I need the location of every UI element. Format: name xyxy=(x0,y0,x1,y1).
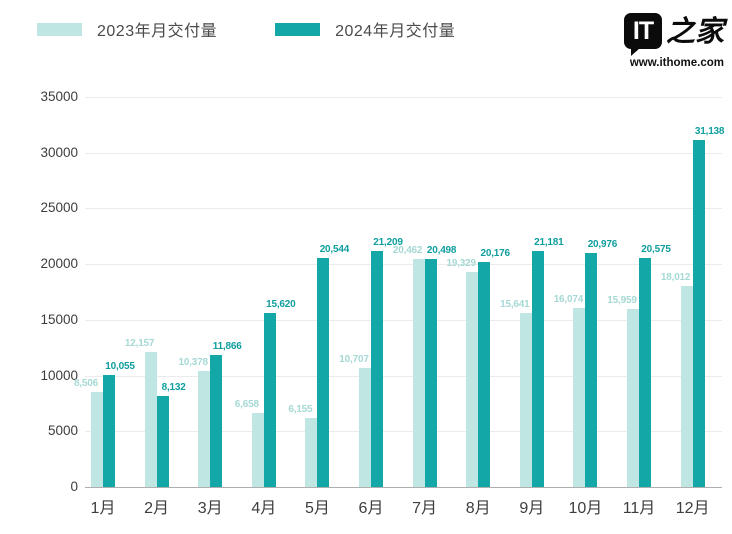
y-tick-label: 15000 xyxy=(40,311,78,327)
legend-label-2024: 2024年月交付量 xyxy=(335,23,456,40)
bar-2023年月交付量-11月 xyxy=(627,309,639,487)
bar-2024年月交付量-5月 xyxy=(317,258,330,487)
gridline xyxy=(85,375,722,377)
chart-legend: 2023年月交付量 2024年月交付量 xyxy=(37,16,455,42)
x-tick-label: 3月 xyxy=(197,500,223,517)
gridline xyxy=(85,431,722,433)
x-tick-label: 9月 xyxy=(519,500,545,517)
value-label-2023年月交付量-1月: 8,506 xyxy=(73,378,99,389)
value-label-2023年月交付量-12月: 18,012 xyxy=(660,272,691,283)
value-label-2023年月交付量-7月: 20,462 xyxy=(392,245,423,256)
y-tick-label: 30000 xyxy=(40,144,78,160)
bar-2024年月交付量-12月 xyxy=(692,140,705,487)
value-label-2024年月交付量-12月: 31,138 xyxy=(694,126,725,137)
y-tick-label: 35000 xyxy=(40,89,78,104)
value-label-2023年月交付量-5月: 6,155 xyxy=(288,404,313,415)
x-tick-label: 12月 xyxy=(675,500,710,517)
bar-2024年月交付量-10月 xyxy=(585,253,598,487)
bar-2023年月交付量-1月 xyxy=(91,392,103,487)
value-label-2024年月交付量-6月: 21,209 xyxy=(373,237,403,248)
bar-2023年月交付量-9月 xyxy=(519,313,532,487)
x-tick-label: 7月 xyxy=(412,500,438,517)
bar-2024年月交付量-2月 xyxy=(156,396,169,487)
legend-swatch-2023 xyxy=(37,22,82,36)
legend-item-2023: 2023年月交付量 xyxy=(37,16,217,42)
bar-2023年月交付量-12月 xyxy=(680,286,693,487)
gridline xyxy=(85,319,722,321)
bar-2024年月交付量-11月 xyxy=(639,258,651,487)
bar-2024年月交付量-8月 xyxy=(478,262,491,487)
x-tick-label: 11月 xyxy=(622,500,656,517)
legend-item-2024: 2024年月交付量 xyxy=(275,16,455,42)
legend-label-2023: 2023年月交付量 xyxy=(97,23,218,40)
value-label-2023年月交付量-4月: 6,658 xyxy=(234,399,259,410)
bar-2023年月交付量-8月 xyxy=(466,272,479,487)
value-label-2024年月交付量-3月: 11,866 xyxy=(212,341,242,352)
ithome-url-text: www.ithome.com xyxy=(629,57,724,69)
x-tick-label: 5月 xyxy=(304,500,330,517)
gridline xyxy=(85,208,722,210)
ithome-it-bubble-icon: IT xyxy=(624,13,662,56)
bar-2024年月交付量-6月 xyxy=(371,251,383,487)
bar-2024年月交付量-9月 xyxy=(531,251,544,487)
x-tick-label: 4月 xyxy=(251,500,277,517)
ithome-logo-mark: IT 之家 xyxy=(624,13,724,56)
value-label-2023年月交付量-8月: 19,329 xyxy=(446,258,476,269)
bar-2024年月交付量-4月 xyxy=(263,313,276,487)
bar-2024年月交付量-3月 xyxy=(210,355,223,487)
bar-2023年月交付量-2月 xyxy=(144,352,157,487)
bar-2024年月交付量-1月 xyxy=(103,375,115,487)
gridline xyxy=(85,97,722,98)
bar-2023年月交付量-10月 xyxy=(573,308,586,487)
y-tick-label: 0 xyxy=(70,479,78,494)
x-tick-label: 1月 xyxy=(90,500,116,517)
value-label-2023年月交付量-6月: 10,707 xyxy=(339,354,369,365)
bar-2023年月交付量-4月 xyxy=(251,413,264,487)
value-label-2024年月交付量-5月: 20,544 xyxy=(319,244,350,255)
gridline xyxy=(85,264,722,266)
x-tick-label: 8月 xyxy=(465,500,491,517)
value-label-2024年月交付量-10月: 20,976 xyxy=(587,239,618,250)
value-label-2023年月交付量-10月: 16,074 xyxy=(553,294,584,305)
y-tick-label: 5000 xyxy=(47,423,78,439)
ithome-zhijia-script: 之家 xyxy=(665,14,724,48)
value-label-2024年月交付量-2月: 8,132 xyxy=(161,382,186,393)
bar-2023年月交付量-3月 xyxy=(198,371,211,487)
bar-2024年月交付量-7月 xyxy=(424,259,437,487)
value-label-2023年月交付量-2月: 12,157 xyxy=(124,338,155,349)
y-tick-label: 10000 xyxy=(40,367,78,383)
value-label-2023年月交付量-3月: 10,378 xyxy=(178,357,208,368)
bar-2023年月交付量-7月 xyxy=(412,259,425,487)
ithome-logo: IT 之家 www.ithome.com xyxy=(624,13,724,69)
value-label-2023年月交付量-9月: 15,641 xyxy=(500,299,530,310)
legend-swatch-2024 xyxy=(275,22,321,36)
x-axis-baseline xyxy=(85,487,722,488)
value-label-2024年月交付量-4月: 15,620 xyxy=(266,299,296,310)
value-label-2024年月交付量-11月: 20,575 xyxy=(641,244,671,255)
x-tick-label: 2月 xyxy=(144,500,170,517)
y-tick-label: 25000 xyxy=(40,200,78,216)
gridline xyxy=(85,152,722,154)
value-label-2024年月交付量-7月: 20,498 xyxy=(426,245,457,256)
x-tick-label: 6月 xyxy=(358,500,384,517)
value-label-2024年月交付量-9月: 21,181 xyxy=(534,237,564,248)
x-tick-label: 10月 xyxy=(568,500,603,517)
ithome-it-text: IT xyxy=(632,16,654,45)
bar-2023年月交付量-5月 xyxy=(305,418,318,487)
value-label-2024年月交付量-1月: 10,055 xyxy=(105,361,135,372)
y-tick-label: 20000 xyxy=(40,256,78,272)
value-label-2024年月交付量-8月: 20,176 xyxy=(480,248,510,259)
value-label-2023年月交付量-11月: 15,959 xyxy=(607,295,637,306)
bar-2023年月交付量-6月 xyxy=(359,368,371,487)
